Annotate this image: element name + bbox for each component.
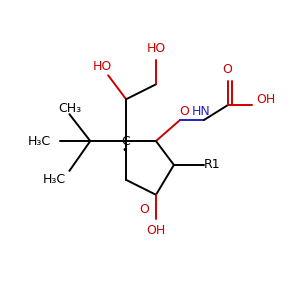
Text: R1: R1: [204, 158, 220, 171]
Text: O: O: [179, 105, 189, 118]
Text: O: O: [139, 203, 149, 216]
Text: •: •: [122, 145, 128, 155]
Text: CH₃: CH₃: [58, 102, 81, 115]
Text: HO: HO: [146, 42, 166, 55]
Text: HN: HN: [191, 105, 210, 118]
Text: H₃C: H₃C: [43, 173, 66, 186]
Text: H₃C: H₃C: [28, 134, 51, 148]
Text: OH: OH: [146, 224, 166, 237]
Text: OH: OH: [256, 93, 275, 106]
Text: O: O: [223, 63, 232, 76]
Text: ·: ·: [89, 139, 91, 143]
Text: HO: HO: [93, 60, 112, 73]
Text: C: C: [122, 134, 130, 148]
